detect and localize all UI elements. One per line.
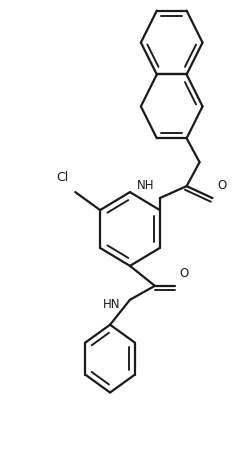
Text: O: O: [180, 267, 189, 280]
Text: Cl: Cl: [56, 171, 68, 184]
Text: HN: HN: [102, 298, 120, 311]
Text: O: O: [217, 179, 227, 192]
Text: NH: NH: [137, 179, 155, 192]
